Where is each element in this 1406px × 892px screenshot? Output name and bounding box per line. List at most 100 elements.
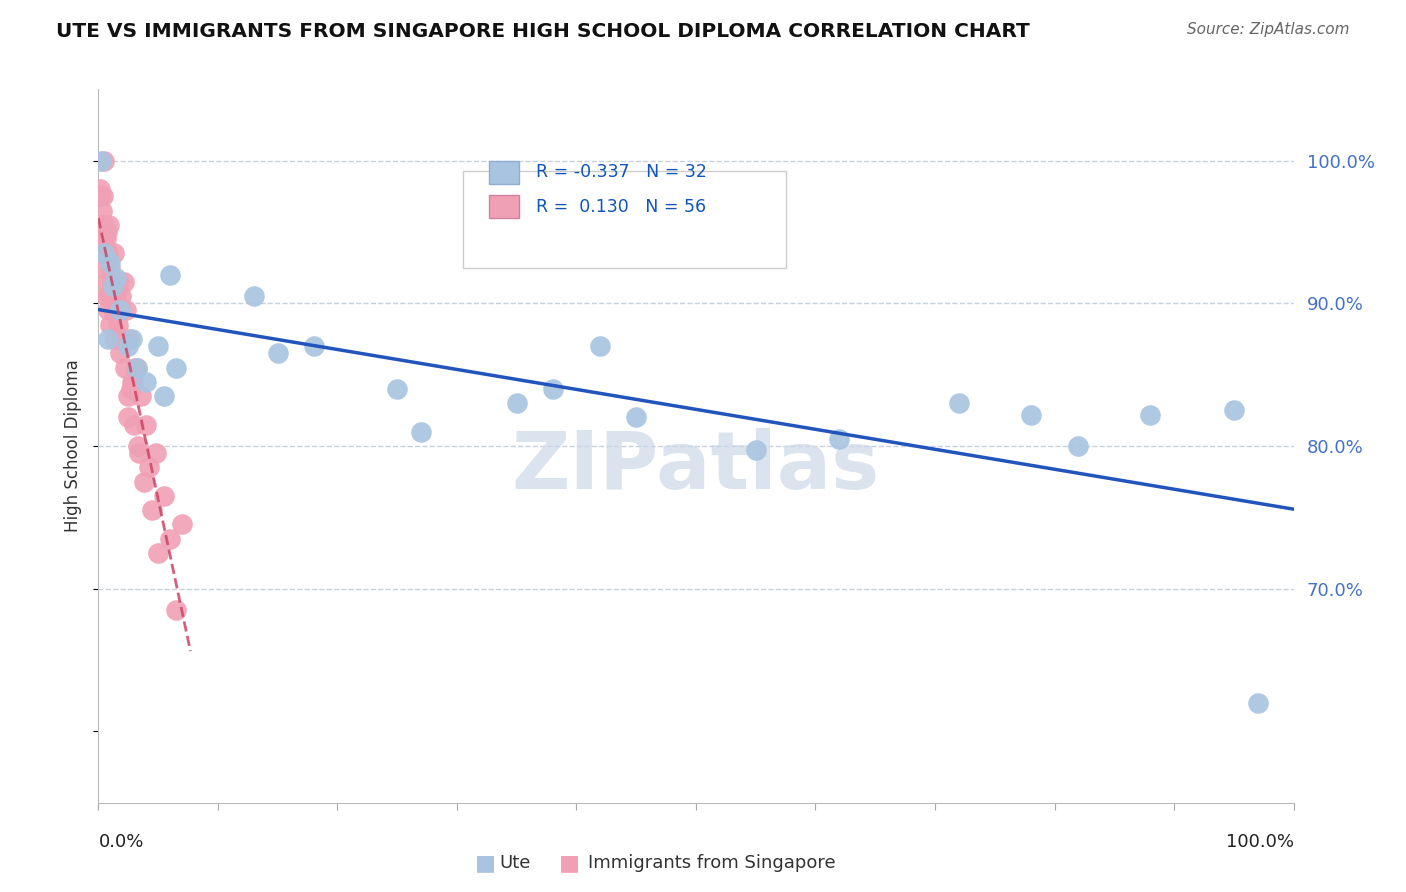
Point xyxy=(124,417,146,432)
Point xyxy=(141,503,163,517)
Point xyxy=(128,446,150,460)
Point xyxy=(114,360,136,375)
Point xyxy=(121,332,143,346)
FancyBboxPatch shape xyxy=(463,171,786,268)
Text: Ute: Ute xyxy=(499,855,530,872)
Text: UTE VS IMMIGRANTS FROM SINGAPORE HIGH SCHOOL DIPLOMA CORRELATION CHART: UTE VS IMMIGRANTS FROM SINGAPORE HIGH SC… xyxy=(56,22,1031,41)
Text: R = -0.337   N = 32: R = -0.337 N = 32 xyxy=(536,163,707,181)
Point xyxy=(411,425,433,439)
Point xyxy=(948,396,970,410)
Point xyxy=(112,275,135,289)
Point xyxy=(101,279,124,293)
Point xyxy=(91,189,114,203)
Point xyxy=(108,346,131,360)
Point xyxy=(105,270,128,285)
Point xyxy=(105,289,128,303)
Point xyxy=(115,303,138,318)
Point xyxy=(97,332,120,346)
Point xyxy=(1222,403,1246,417)
Point xyxy=(148,546,170,560)
Point xyxy=(1139,408,1161,422)
Point xyxy=(117,339,139,353)
Point xyxy=(125,360,148,375)
Point xyxy=(97,246,120,260)
Point xyxy=(165,360,187,375)
Point xyxy=(125,360,148,375)
Point xyxy=(117,410,139,425)
Point xyxy=(267,346,290,360)
Point xyxy=(91,203,114,218)
Point xyxy=(101,303,124,318)
FancyBboxPatch shape xyxy=(489,194,519,219)
Point xyxy=(122,375,145,389)
Point xyxy=(103,246,125,260)
Point xyxy=(132,475,155,489)
Point xyxy=(97,303,120,318)
Point xyxy=(93,246,115,260)
Text: ■: ■ xyxy=(560,854,579,873)
Point xyxy=(1019,408,1042,422)
Point xyxy=(93,260,115,275)
Point xyxy=(153,389,176,403)
Point xyxy=(131,389,153,403)
Point xyxy=(108,303,131,318)
Point xyxy=(98,318,122,332)
Point xyxy=(243,289,266,303)
Point xyxy=(91,232,114,246)
Point xyxy=(90,218,112,232)
Point xyxy=(110,289,132,303)
Point xyxy=(135,375,157,389)
Point xyxy=(104,332,127,346)
Point xyxy=(94,232,117,246)
Text: Immigrants from Singapore: Immigrants from Singapore xyxy=(588,855,835,872)
Point xyxy=(118,332,141,346)
Point xyxy=(172,517,194,532)
Point xyxy=(302,339,325,353)
Point xyxy=(135,417,157,432)
Point xyxy=(111,332,134,346)
Point xyxy=(148,339,170,353)
Point xyxy=(541,382,564,396)
Point xyxy=(117,389,139,403)
Point xyxy=(107,318,129,332)
Point xyxy=(98,256,122,270)
Point xyxy=(94,289,117,303)
Point xyxy=(90,153,112,168)
Point xyxy=(1246,696,1268,710)
Text: ZIPatlas: ZIPatlas xyxy=(512,428,880,507)
Point xyxy=(145,446,167,460)
Point xyxy=(98,260,122,275)
Text: R =  0.130   N = 56: R = 0.130 N = 56 xyxy=(536,198,706,216)
Point xyxy=(93,218,115,232)
Point xyxy=(121,375,143,389)
Point xyxy=(127,439,149,453)
Point xyxy=(89,182,111,196)
FancyBboxPatch shape xyxy=(489,161,519,184)
Point xyxy=(165,603,187,617)
Point xyxy=(626,410,648,425)
Text: 0.0%: 0.0% xyxy=(98,833,143,851)
Point xyxy=(153,489,176,503)
Point xyxy=(506,396,529,410)
Point xyxy=(385,382,409,396)
Point xyxy=(90,189,112,203)
Point xyxy=(107,275,129,289)
Point xyxy=(159,532,181,546)
Point xyxy=(96,275,118,289)
Point xyxy=(93,153,115,168)
Point xyxy=(138,460,160,475)
Point xyxy=(828,432,851,446)
Point xyxy=(124,360,146,375)
Point xyxy=(589,339,612,353)
Point xyxy=(100,275,122,289)
Point xyxy=(120,382,142,396)
Point xyxy=(1067,439,1090,453)
Text: 100.0%: 100.0% xyxy=(1226,833,1294,851)
Point xyxy=(98,289,121,303)
Text: Source: ZipAtlas.com: Source: ZipAtlas.com xyxy=(1187,22,1350,37)
Point xyxy=(98,218,121,232)
Point xyxy=(89,246,111,260)
Point xyxy=(745,443,768,458)
Point xyxy=(96,225,118,239)
Y-axis label: High School Diploma: High School Diploma xyxy=(65,359,83,533)
